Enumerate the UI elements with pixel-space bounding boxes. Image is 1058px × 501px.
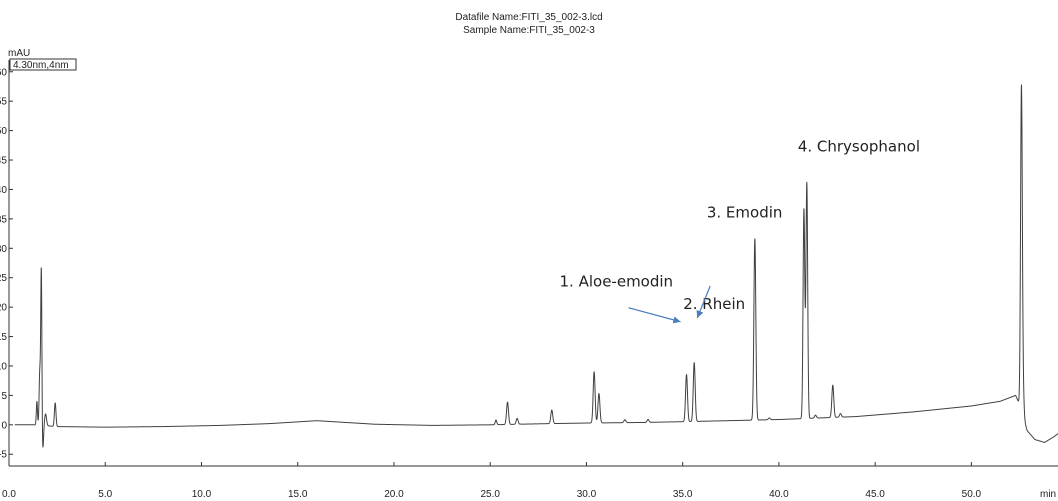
y-tick-label: 40 [0,185,7,196]
y-tick-label: 30 [0,244,7,255]
x-tick-label: 25.0 [480,489,500,500]
x-tick-label: 35.0 [673,489,693,500]
x-tick-label: 0.0 [2,489,16,500]
y-tick-label: 20 [0,303,7,314]
y-tick-label: -5 [0,450,7,461]
y-tick-label: 5 [1,391,7,402]
x-tick-label: 15.0 [288,489,308,500]
sample-name: Sample Name:FITI_35_002-3 [463,25,595,36]
y-tick-label: 35 [0,214,7,225]
y-tick-label: 60 [0,67,7,78]
x-tick-label: 30.0 [577,489,597,500]
detector-label-box: 4.30nm,4nm [9,58,77,71]
annotation-arrow [696,285,711,319]
y-tick-label: 50 [0,126,7,137]
chromatogram-trace [14,84,1058,448]
axes: -5 0 5 10 15 20 25 30 35 40 45 50 55 60 0.0 5.0 10.0 15.0… [0,60,1058,500]
y-tick-label: 10 [0,361,7,372]
x-tick-label: 40.0 [769,489,789,500]
y-tick-label: 45 [0,156,7,167]
peak-annotation-label: 1. Aloe-emodin [560,273,674,291]
peak-annotation-label: 2. Rhein [683,295,745,313]
peak-annotation-label: 3. Emodin [707,204,783,222]
y-axis-unit-label: mAU [8,48,30,59]
detector-label: 4.30nm,4nm [13,60,69,71]
y-tick-label: 25 [0,273,7,284]
x-tick-label: 45.0 [865,489,885,500]
x-tick-label: 5.0 [98,489,112,500]
x-axis-unit-label: min [1040,489,1056,500]
y-tick-label: 15 [0,332,7,343]
y-tick-label: 0 [1,420,7,431]
annotation-arrow [628,307,681,324]
x-tick-label: 20.0 [384,489,404,500]
peak-annotation-label: 4. Chrysophanol [798,138,920,156]
x-tick-label: 50.0 [962,489,982,500]
trace-line [14,84,1058,448]
x-tick-label: 10.0 [192,489,212,500]
datafile-name: Datafile Name:FITI_35_002-3.lcd [455,12,602,23]
peak-annotations: 1. Aloe-emodin 2. Rhein 3. Emodin 4. Chryso… [560,138,920,324]
y-tick-label: 55 [0,97,7,108]
